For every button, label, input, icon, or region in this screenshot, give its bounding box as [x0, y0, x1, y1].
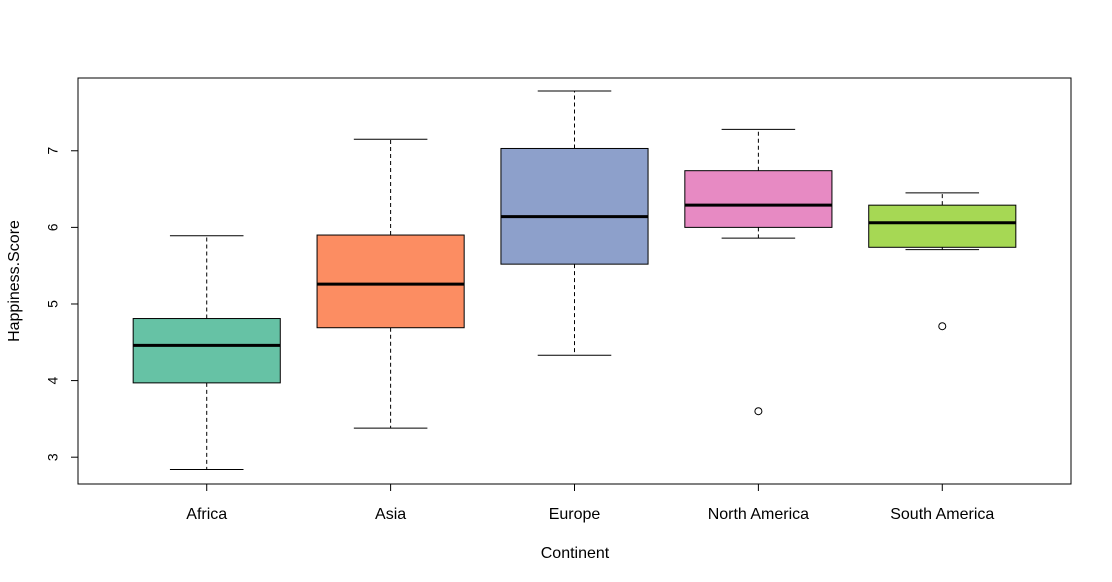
y-tick-label: 5	[45, 300, 61, 308]
x-tick-label: South America	[890, 506, 994, 523]
box-series	[132, 90, 1017, 470]
y-tick-label: 4	[45, 376, 61, 384]
y-axis-label: Happiness.Score	[6, 220, 23, 342]
x-tick-label: North America	[708, 506, 809, 523]
y-tick-label: 7	[45, 147, 61, 155]
box-group	[684, 128, 833, 416]
box-group	[500, 90, 649, 356]
x-tick-label: Asia	[375, 506, 406, 523]
x-axis-label: Continent	[541, 545, 610, 562]
box-group	[132, 235, 281, 470]
outlier-point	[938, 322, 947, 331]
box-group	[316, 138, 465, 429]
iqr-box	[132, 318, 281, 384]
iqr-box	[684, 170, 833, 228]
iqr-box	[868, 204, 1017, 248]
iqr-box	[500, 147, 649, 265]
iqr-box	[316, 234, 465, 329]
box-group	[868, 192, 1017, 331]
y-axis: 3 4 5 6 7	[45, 147, 78, 461]
x-tick-label: Africa	[186, 506, 227, 523]
y-tick-label: 6	[45, 223, 61, 231]
x-axis: Africa Asia Europe North America South Ameri…	[186, 484, 994, 523]
outlier-point	[754, 407, 763, 416]
y-tick-label: 3	[45, 453, 61, 461]
x-tick-label: Europe	[549, 506, 601, 523]
